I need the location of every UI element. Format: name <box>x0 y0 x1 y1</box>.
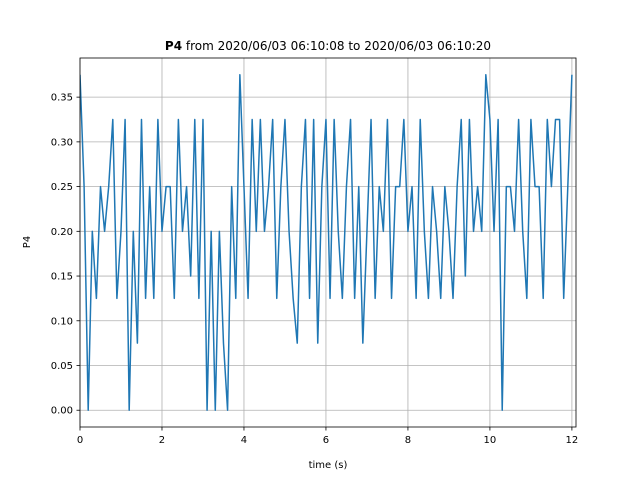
chart-title: P4 from 2020/06/03 06:10:08 to 2020/06/0… <box>165 39 491 53</box>
y-tick-label: 0.00 <box>51 406 73 417</box>
x-tick-label: 6 <box>323 435 329 446</box>
y-tick-label: 0.25 <box>51 182 73 193</box>
y-axis-label: P4 <box>22 236 33 248</box>
x-tick-label: 4 <box>241 435 247 446</box>
x-tick-label: 10 <box>484 435 497 446</box>
y-tick-label: 0.30 <box>51 137 73 148</box>
x-tick-label: 8 <box>405 435 411 446</box>
x-tick-label: 12 <box>566 435 579 446</box>
title-text: from 2020/06/03 06:10:08 to 2020/06/03 0… <box>186 39 491 53</box>
y-tick-label: 0.15 <box>51 272 73 283</box>
title-bold: P4 <box>165 39 182 53</box>
data-line <box>80 74 573 411</box>
y-tick-label: 0.05 <box>51 361 73 372</box>
x-axis-label: time (s) <box>309 460 348 471</box>
y-tick-label: 0.20 <box>51 227 73 238</box>
x-tick-label: 0 <box>77 435 83 446</box>
y-tick-label: 0.35 <box>51 93 73 104</box>
plot-frame <box>79 57 577 428</box>
y-tick-label: 0.10 <box>51 316 73 327</box>
x-tick-label: 2 <box>159 435 165 446</box>
